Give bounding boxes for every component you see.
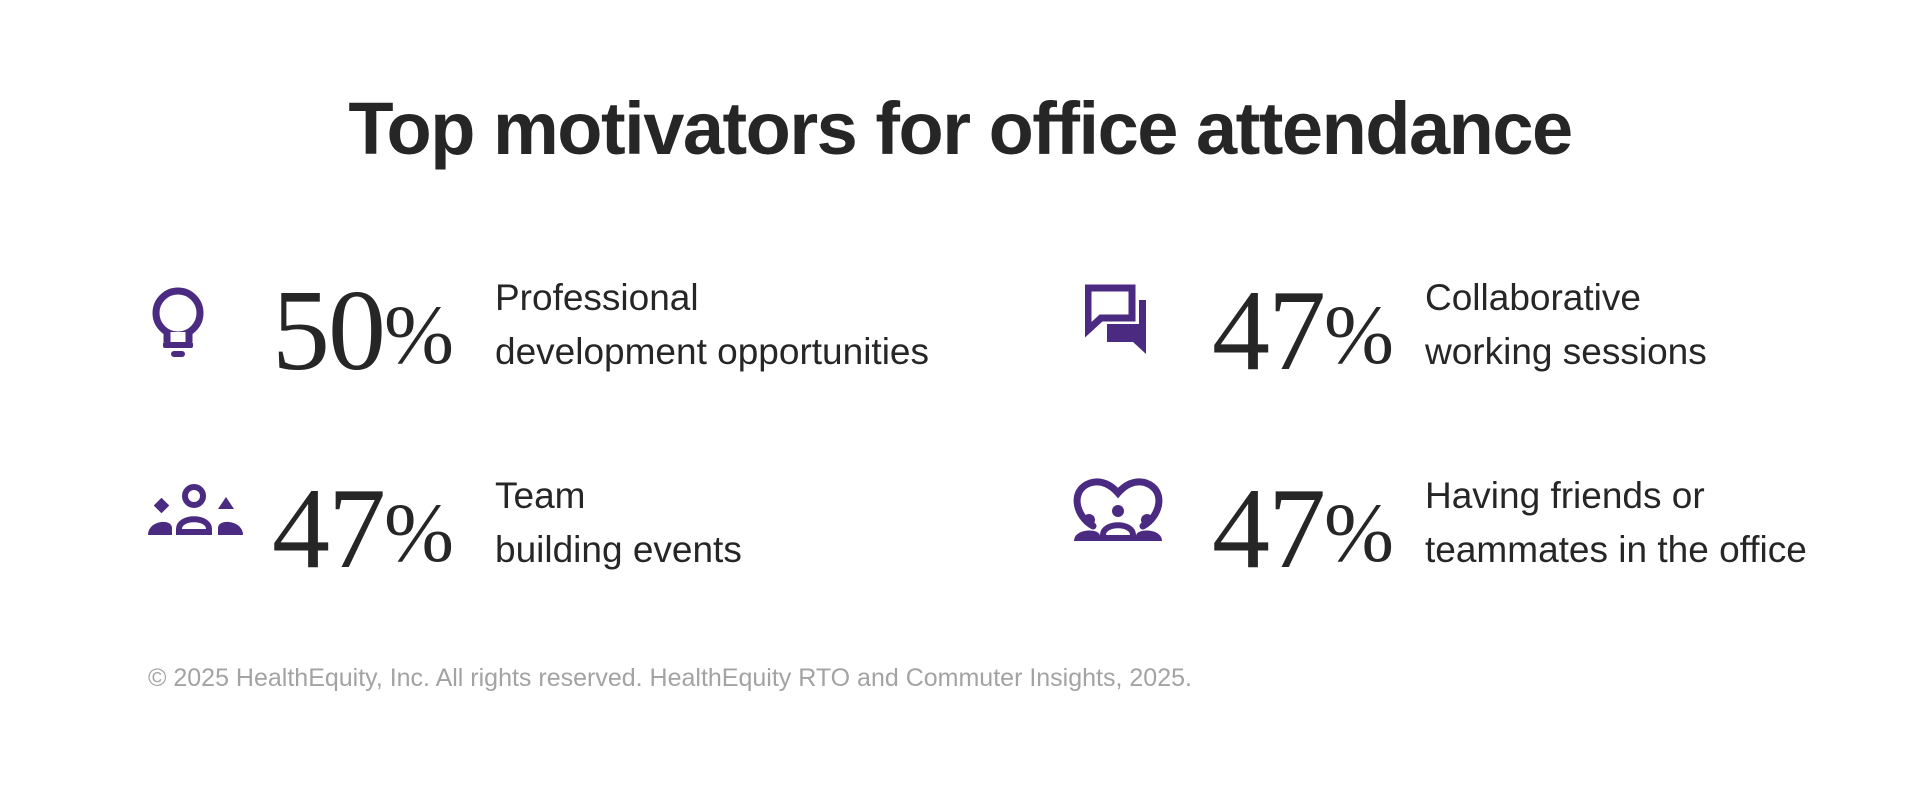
stat-value: 47% bbox=[1212, 267, 1394, 395]
stat-label-line1: Collaborative bbox=[1425, 277, 1641, 318]
team-group-icon bbox=[148, 476, 248, 576]
stat-label: Professional development opportunities bbox=[495, 271, 929, 379]
stat-label: Collaborative working sessions bbox=[1425, 271, 1707, 379]
lightbulb-icon bbox=[148, 278, 248, 378]
stat-label-line1: Professional bbox=[495, 277, 699, 318]
friends-heart-icon bbox=[1072, 476, 1172, 576]
stat-label-line2: working sessions bbox=[1425, 331, 1707, 372]
percent-sign: % bbox=[1324, 487, 1394, 580]
stat-value: 50% bbox=[272, 267, 454, 395]
stat-value: 47% bbox=[272, 465, 454, 593]
stat-value: 47% bbox=[1212, 465, 1394, 593]
stat-label: Having friends or teammates in the offic… bbox=[1425, 469, 1807, 577]
stat-label-line2: development opportunities bbox=[495, 331, 930, 372]
page-title: Top motivators for office attendance bbox=[348, 87, 1573, 170]
stat-label-line2: building events bbox=[495, 529, 742, 570]
stat-label: Team building events bbox=[495, 469, 742, 577]
chat-bubbles-icon bbox=[1085, 278, 1185, 378]
copyright-footer: © 2025 HealthEquity, Inc. All rights res… bbox=[148, 664, 1192, 692]
stat-label-line1: Having friends or bbox=[1425, 475, 1705, 516]
percent-sign: % bbox=[1324, 289, 1394, 382]
percent-sign: % bbox=[384, 289, 454, 382]
stat-label-line1: Team bbox=[495, 475, 586, 516]
stat-label-line2: teammates in the office bbox=[1425, 529, 1807, 570]
percent-sign: % bbox=[384, 487, 454, 580]
